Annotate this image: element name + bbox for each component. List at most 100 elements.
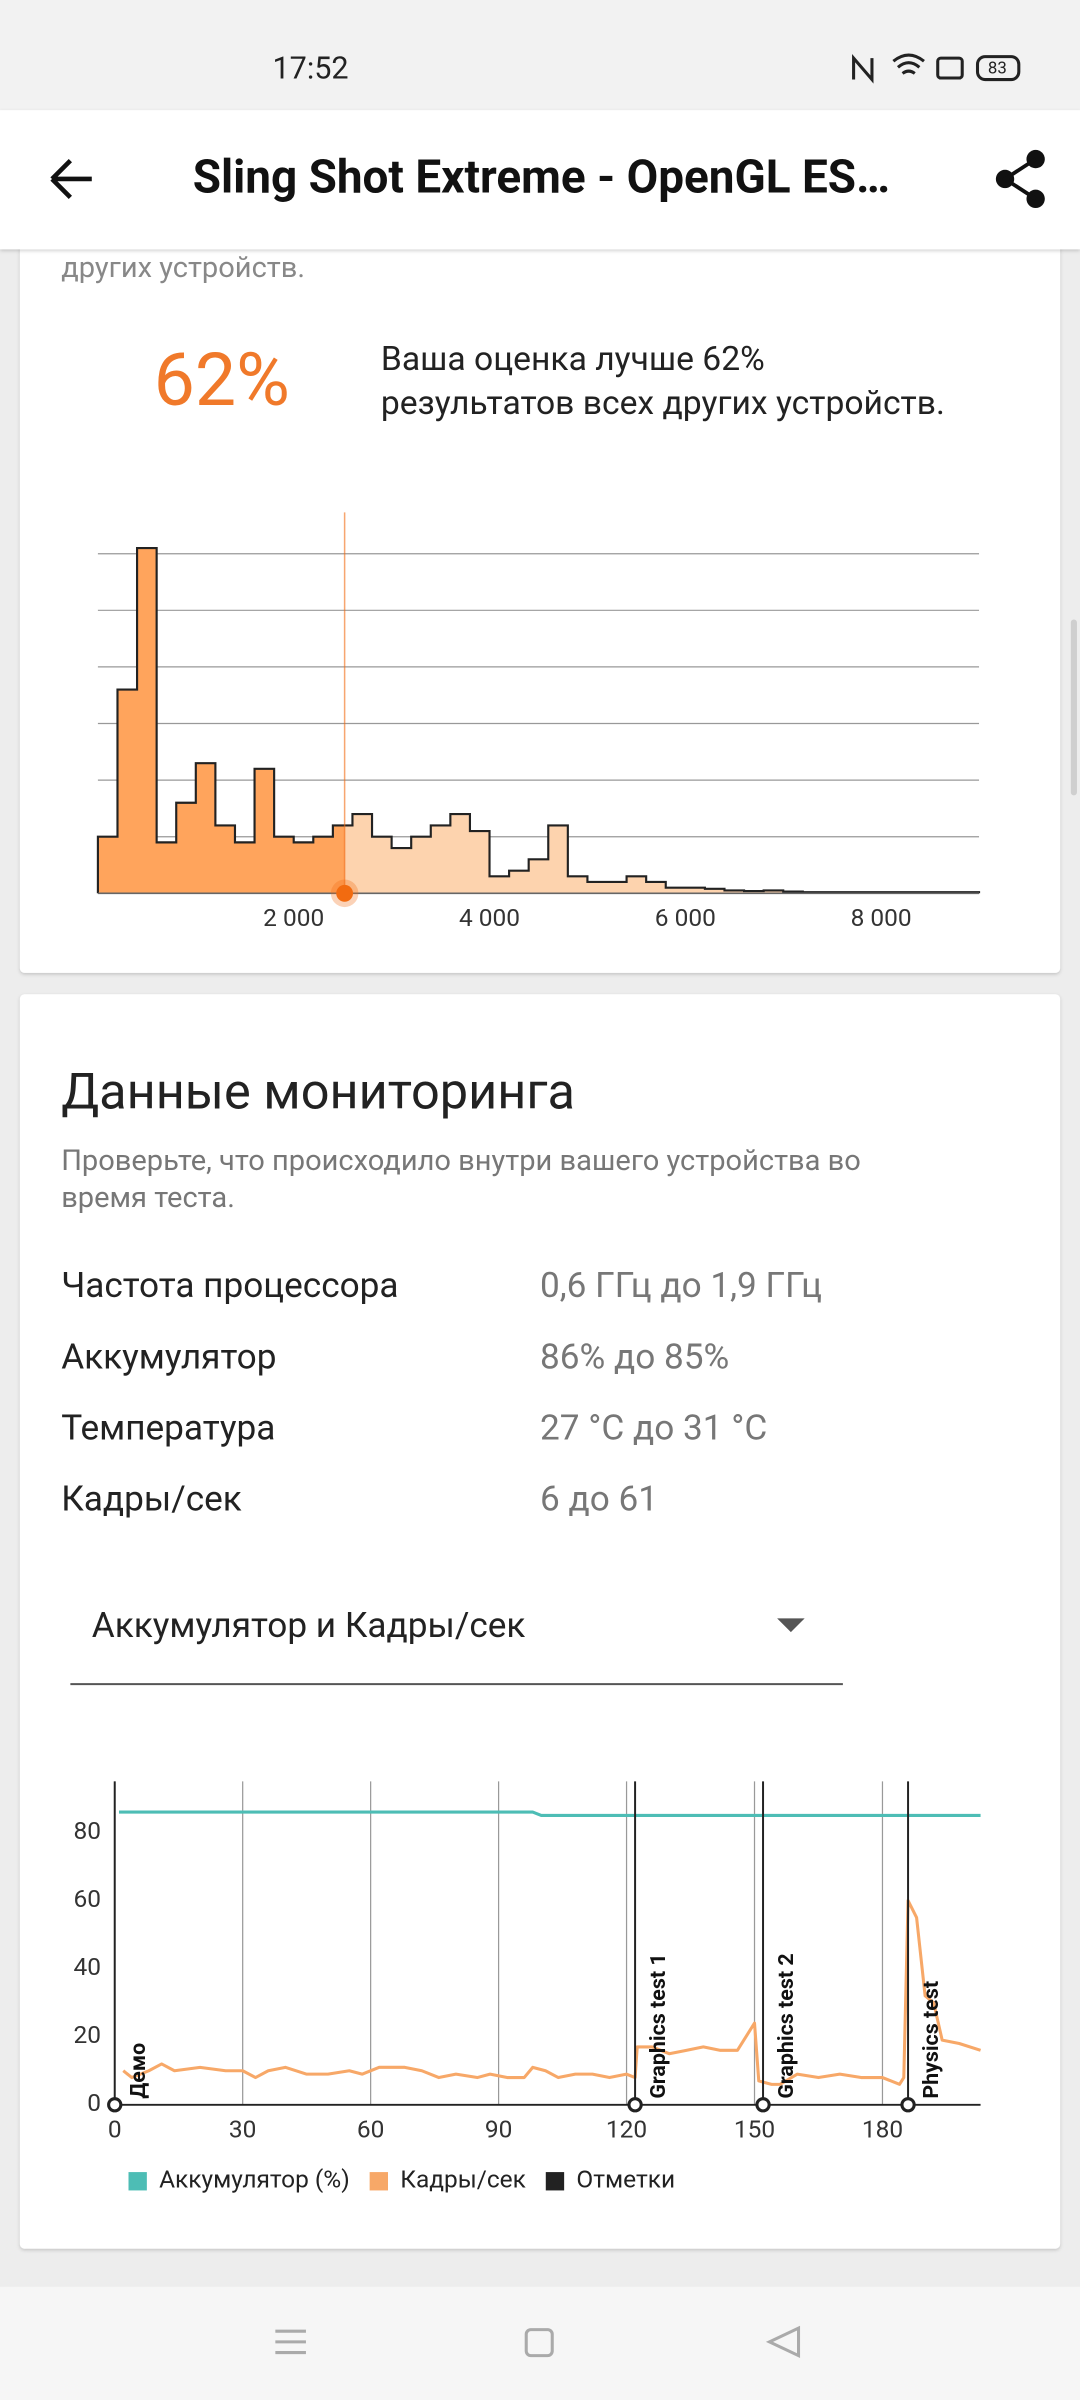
share-link[interactable] xyxy=(1001,157,1037,201)
scrollbar xyxy=(1070,619,1077,796)
nav-back[interactable] xyxy=(765,2325,801,2359)
histogram-bar xyxy=(665,887,686,894)
dropdown[interactable]: Аккумулятор и Кадры/сек xyxy=(70,1604,843,1686)
histogram-bar xyxy=(117,689,138,894)
histogram-bar xyxy=(469,831,490,894)
histogram-bar xyxy=(489,876,510,894)
event-point xyxy=(627,2097,643,2113)
event-label: Physics test xyxy=(919,1981,944,2099)
share-button[interactable] xyxy=(995,149,1045,209)
x-tick-label: 30 xyxy=(229,2114,257,2143)
dropdown-arrow[interactable] xyxy=(777,1618,805,1633)
description-line: Ваша оценка лучше 62% xyxy=(381,340,765,379)
histogram-bar xyxy=(156,842,177,894)
histogram-bar xyxy=(97,836,118,894)
series-line xyxy=(118,1810,981,1817)
histogram-bar xyxy=(176,802,197,894)
wifi-icon xyxy=(892,53,925,75)
stats: Частота процессора 0,6 ГГц до 1,9 ГГц Акку… xyxy=(61,1264,822,1519)
legend-swatch xyxy=(128,2172,147,2191)
histogram-bar xyxy=(548,825,569,894)
x-tick-label: 4 000 xyxy=(459,903,520,932)
y-tick-label: 80 xyxy=(73,1816,101,1845)
clock: 17:52 xyxy=(272,51,348,86)
subtitle-line: Проверьте, что происходило внутри вашего… xyxy=(61,1144,861,1178)
score-card xyxy=(19,214,1061,973)
histogram: 2 000 4 000 6 000 8 000 xyxy=(96,512,981,932)
back-button[interactable] xyxy=(50,158,92,199)
histogram-bar xyxy=(587,881,608,894)
event-point xyxy=(107,2097,123,2113)
event-label: Graphics test 2 xyxy=(774,1953,799,2098)
nav-bar xyxy=(0,2286,1080,2400)
y-tick-label: 0 xyxy=(87,2088,101,2117)
histogram-bar xyxy=(215,825,236,894)
histogram-bar xyxy=(274,836,295,894)
stat-value: 6 до 61 xyxy=(540,1478,658,1520)
histogram-bar xyxy=(195,763,216,894)
stat-label: Температура xyxy=(61,1407,275,1449)
histogram-bar xyxy=(411,836,432,894)
legend-swatch xyxy=(369,2172,389,2191)
histogram-bar xyxy=(137,548,158,894)
histogram-bar xyxy=(704,888,725,894)
nfc-icon xyxy=(852,53,874,84)
x-tick-label: 8 000 xyxy=(851,903,912,932)
x-tick-label: 2 000 xyxy=(263,903,324,932)
histogram-bar xyxy=(567,876,588,894)
histogram-bar xyxy=(313,836,334,894)
intro-tail: других устройств. xyxy=(61,251,305,285)
stat-value: 0,6 ГГц до 1,9 ГГц xyxy=(540,1264,822,1306)
monitoring-chart: 0 30 60 90 120 150 180 0 20 40 60 80 Демо Graphics te… xyxy=(73,1781,982,2194)
series-line xyxy=(122,1899,982,2086)
x-tick-label: 120 xyxy=(606,2114,647,2143)
histogram-bar xyxy=(234,842,256,894)
stat-label: Аккумулятор xyxy=(61,1335,276,1377)
histogram-bar xyxy=(626,876,647,894)
legend-label: Аккумулятор (%) xyxy=(159,2165,350,2194)
histogram-bar xyxy=(509,870,530,894)
subtitle-line: время теста. xyxy=(61,1181,235,1215)
histogram-bar xyxy=(293,842,314,894)
event-label: Graphics test 1 xyxy=(646,1953,671,2098)
stat-value: 86% до 85% xyxy=(540,1335,729,1377)
nav-menu[interactable] xyxy=(275,2329,306,2355)
x-tick-label: 6 000 xyxy=(655,903,716,932)
score-marker xyxy=(336,884,354,902)
histogram-bar xyxy=(724,890,745,894)
status-bar xyxy=(0,0,1080,111)
app-title: Sling Shot Extreme - OpenGL ES… xyxy=(193,151,890,205)
event-label: Демо xyxy=(126,2043,151,2099)
histogram-bar xyxy=(528,859,549,894)
monitoring-card xyxy=(19,994,1061,2249)
description-line: результатов всех других устройств. xyxy=(381,384,945,423)
y-tick-label: 20 xyxy=(73,2020,101,2049)
battery-level: 83 xyxy=(988,58,1007,78)
y-tick-label: 60 xyxy=(73,1884,101,1913)
legend-swatch xyxy=(545,2172,565,2191)
app-bar xyxy=(0,110,1080,250)
x-tick-label: 60 xyxy=(357,2114,385,2143)
dropdown-value[interactable]: Аккумулятор и Кадры/сек xyxy=(92,1604,526,1646)
sim-icon xyxy=(936,56,964,80)
event-point xyxy=(900,2097,916,2113)
x-tick-label: 180 xyxy=(862,2114,903,2143)
battery-icon xyxy=(975,55,1021,82)
x-tick-label: 90 xyxy=(485,2114,513,2143)
nav-home[interactable] xyxy=(524,2328,554,2358)
histogram-bar xyxy=(763,890,784,894)
stat-label: Частота процессора xyxy=(61,1264,398,1306)
histogram-outline xyxy=(96,546,981,894)
stat-label: Кадры/сек xyxy=(61,1478,242,1520)
histogram-bar xyxy=(450,814,471,894)
histogram-bar xyxy=(430,825,451,894)
legend-label: Кадры/сек xyxy=(400,2165,526,2194)
histogram-bar xyxy=(646,881,667,894)
status-icons xyxy=(852,53,1021,84)
section-title: Данные мониторинга xyxy=(61,1063,575,1122)
nav-buttons[interactable] xyxy=(275,2325,801,2359)
histogram-bar xyxy=(607,881,628,894)
histogram-bar xyxy=(332,825,353,894)
